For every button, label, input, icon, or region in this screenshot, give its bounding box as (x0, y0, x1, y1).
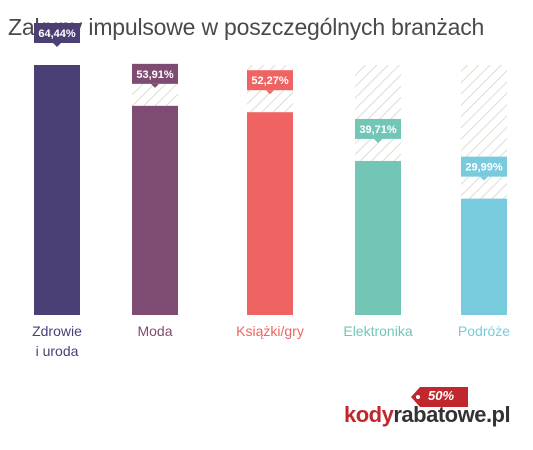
value-label-box (132, 63, 178, 84)
brand-logo[interactable]: 50% kodyrabatowe.pl (344, 386, 524, 438)
bar (355, 160, 401, 315)
value-label-pointer (266, 90, 274, 95)
value-label-pointer (374, 138, 382, 143)
price-tag-icon: 50% (410, 386, 470, 408)
chart-title: Zakupy impulsowe w poszczególnych branża… (8, 14, 485, 40)
category-label: Moda (137, 323, 172, 339)
logo-word-2: rabatowe.pl (393, 402, 511, 427)
category-label: Książki/gry (236, 323, 304, 339)
logo-wordmark: kodyrabatowe.pl (344, 402, 511, 428)
logo-tag-text: 50% (428, 388, 455, 403)
value-label-box (34, 23, 80, 43)
bar (132, 105, 178, 315)
value-label: 29,99% (465, 162, 503, 174)
value-label: 53,91% (136, 69, 174, 81)
value-label: 52,27% (251, 75, 289, 87)
value-label-pointer (53, 43, 61, 47)
bar (461, 198, 507, 315)
value-label-box (355, 118, 401, 139)
value-label-box (461, 156, 507, 177)
value-label-box (247, 70, 293, 91)
value-label-pointer (480, 176, 488, 181)
category-label: Elektronika (343, 323, 412, 339)
logo-word-1: kody (344, 402, 394, 427)
bar (247, 112, 293, 315)
bar-chart: 64,44% Zdrowie i uroda 53,91% Moda 52,27% Ksią… (32, 23, 510, 359)
value-label: 64,44% (38, 28, 76, 40)
bar (34, 65, 80, 315)
value-label-pointer (151, 83, 159, 88)
category-label: Podróże (458, 323, 510, 339)
category-label: Zdrowie i uroda (32, 323, 82, 359)
value-label: 39,71% (359, 124, 397, 136)
